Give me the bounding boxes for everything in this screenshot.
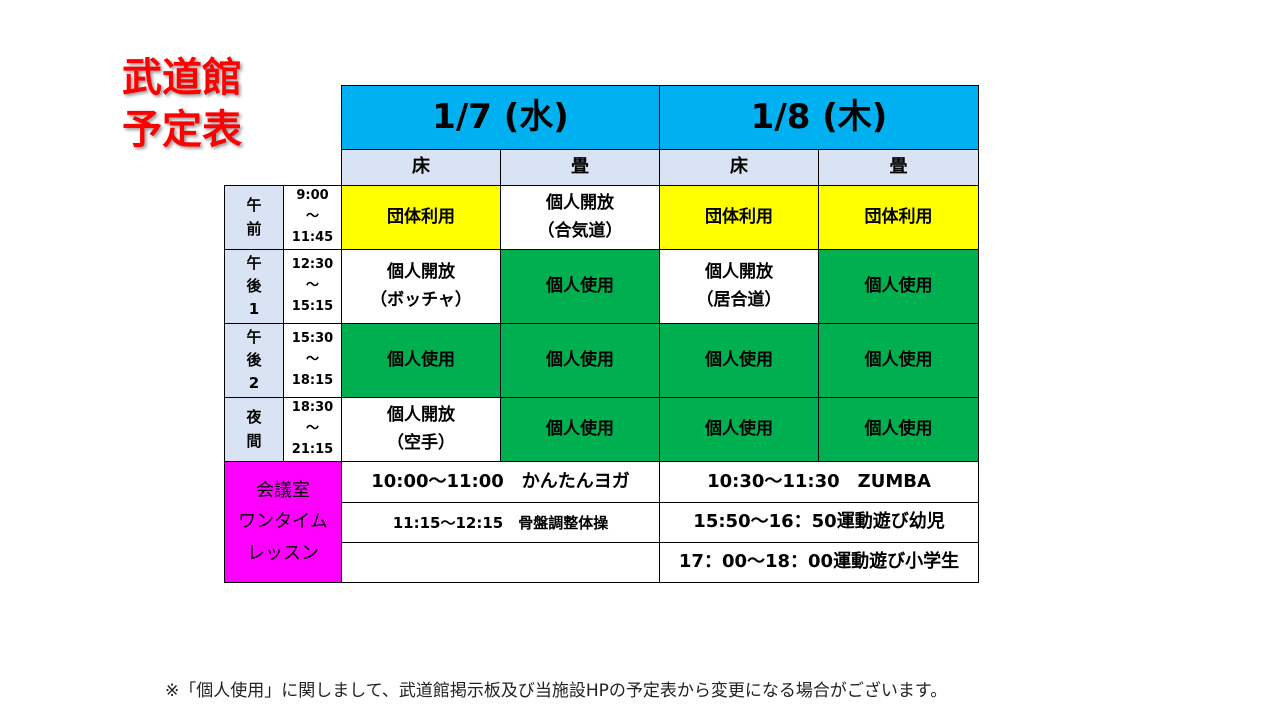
lesson-label: 会議室 ワンタイム レッスン bbox=[224, 461, 342, 583]
lesson-cell: 15:50～16：50運動遊び幼児 bbox=[659, 502, 979, 543]
schedule-cell: 個人使用 bbox=[818, 397, 979, 462]
lesson-cell bbox=[341, 542, 660, 583]
page-title: 武道館 予定表 bbox=[122, 55, 242, 153]
schedule-cell: 個人開放 （ボッチャ） bbox=[341, 249, 501, 324]
schedule-cell: 団体利用 bbox=[659, 185, 819, 250]
area-header: 畳 bbox=[818, 149, 979, 186]
lesson-cell: 11:15～12:15 骨盤調整体操 bbox=[341, 502, 660, 543]
area-header: 床 bbox=[659, 149, 819, 186]
lesson-cell: 10:00～11:00 かんたんヨガ bbox=[341, 461, 660, 503]
schedule-cell: 個人開放 （合気道） bbox=[500, 185, 660, 250]
time-range: 12:30 ～ 15:15 bbox=[283, 249, 342, 324]
schedule-cell: 個人使用 bbox=[341, 323, 501, 398]
schedule-cell: 団体利用 bbox=[818, 185, 979, 250]
schedule-cell: 個人使用 bbox=[659, 323, 819, 398]
schedule-row: 午後 2 15:30 ～ 18:15 個人使用 個人使用 個人使用 個人使用 bbox=[224, 323, 979, 398]
schedule-row: 夜間 18:30 ～ 21:15 個人開放 （空手） 個人使用 個人使用 個人使用 bbox=[224, 397, 979, 462]
schedule-cell: 団体利用 bbox=[341, 185, 501, 250]
lesson-cell: 17：00～18：00運動遊び小学生 bbox=[659, 542, 979, 583]
period-label: 夜間 bbox=[224, 397, 284, 462]
footnote: ※「個人使用」に関しまして、武道館掲示板及び当施設HPの予定表から変更になる場合… bbox=[165, 681, 948, 701]
time-range: 18:30 ～ 21:15 bbox=[283, 397, 342, 462]
period-label: 午前 bbox=[224, 185, 284, 250]
schedule-cell: 個人開放 （居合道） bbox=[659, 249, 819, 324]
schedule-cell: 個人開放 （空手） bbox=[341, 397, 501, 462]
area-header: 畳 bbox=[500, 149, 660, 186]
schedule-cell: 個人使用 bbox=[500, 323, 660, 398]
schedule-cell: 個人使用 bbox=[659, 397, 819, 462]
area-header: 床 bbox=[341, 149, 501, 186]
time-range: 9:00 ～ 11:45 bbox=[283, 185, 342, 250]
schedule-cell: 個人使用 bbox=[500, 397, 660, 462]
schedule-cell: 個人使用 bbox=[500, 249, 660, 324]
schedule-row: 午前 9:00 ～ 11:45 団体利用 個人開放 （合気道） 団体利用 団体利用 bbox=[224, 185, 979, 250]
schedule-row: 午後 1 12:30 ～ 15:15 個人開放 （ボッチャ） 個人使用 個人開放 （居合道） 個人使… bbox=[224, 249, 979, 324]
schedule-cell: 個人使用 bbox=[818, 249, 979, 324]
schedule-table: 1/7 (水) 1/8 (木) 床 畳 床 畳 午前 9:00 ～ 11:45 団体利用… bbox=[224, 85, 979, 583]
time-range: 15:30 ～ 18:15 bbox=[283, 323, 342, 398]
date-header: 1/8 (木) bbox=[659, 85, 979, 150]
schedule-cell: 個人使用 bbox=[818, 323, 979, 398]
date-header: 1/7 (水) bbox=[341, 85, 660, 150]
lesson-cell: 10:30～11:30 ZUMBA bbox=[659, 461, 979, 503]
